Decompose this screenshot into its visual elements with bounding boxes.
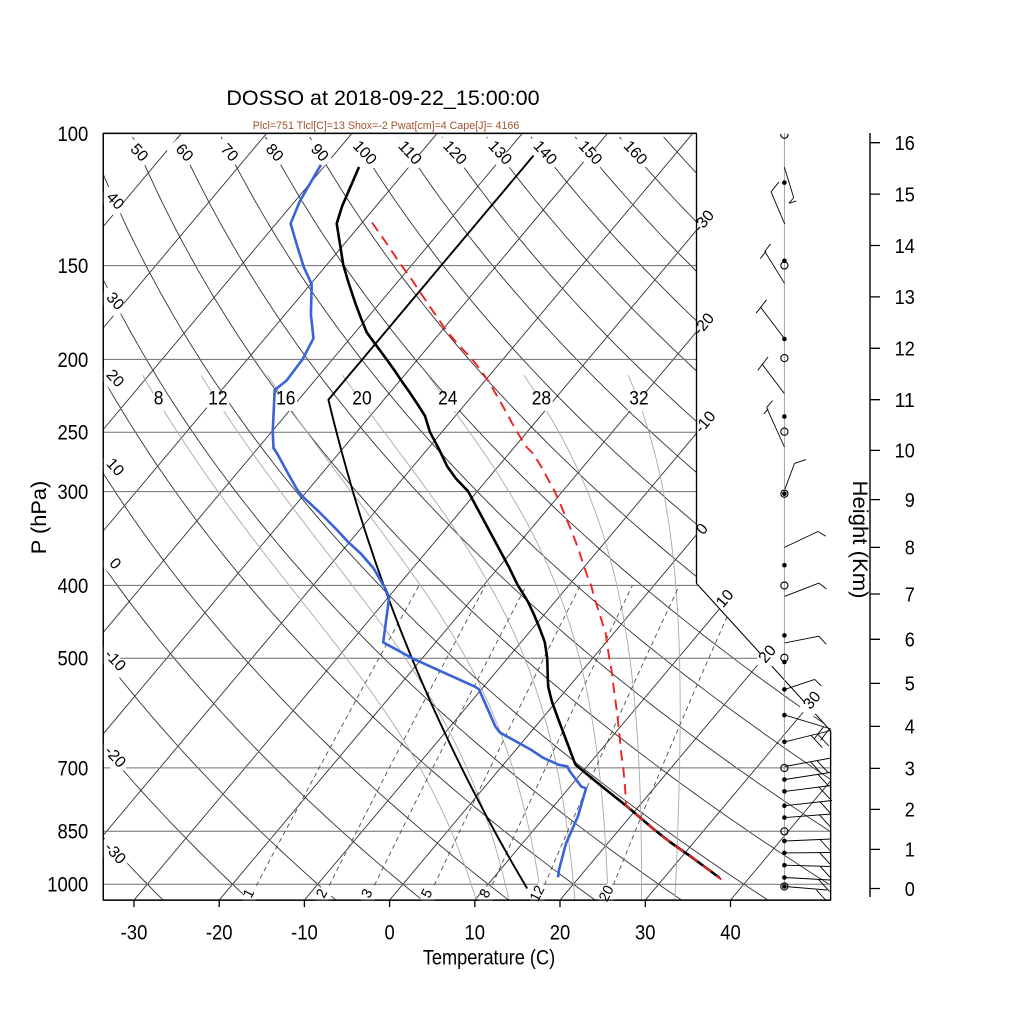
svg-text:1000: 1000 bbox=[47, 874, 88, 897]
svg-text:12: 12 bbox=[527, 883, 548, 904]
svg-text:16: 16 bbox=[276, 388, 295, 409]
svg-text:12: 12 bbox=[208, 388, 227, 409]
svg-text:850: 850 bbox=[58, 821, 89, 844]
svg-text:20: 20 bbox=[352, 388, 371, 409]
svg-text:1: 1 bbox=[905, 839, 915, 862]
svg-text:9: 9 bbox=[905, 489, 915, 512]
svg-text:300: 300 bbox=[58, 481, 89, 504]
svg-text:4: 4 bbox=[905, 716, 915, 739]
svg-text:30: 30 bbox=[635, 922, 656, 945]
svg-text:12: 12 bbox=[895, 338, 915, 361]
svg-text:P (hPa): P (hPa) bbox=[28, 481, 51, 555]
svg-text:6: 6 bbox=[905, 629, 915, 652]
svg-text:10: 10 bbox=[895, 440, 915, 463]
svg-text:Temperature (C): Temperature (C) bbox=[423, 946, 555, 969]
svg-text:250: 250 bbox=[58, 422, 89, 445]
svg-text:-20: -20 bbox=[206, 922, 233, 945]
svg-text:13: 13 bbox=[895, 286, 915, 309]
svg-text:Plcl=751 Tlcl[C]=13 Shox=-2 Pw: Plcl=751 Tlcl[C]=13 Shox=-2 Pwat[cm]=4 C… bbox=[253, 120, 520, 132]
svg-text:0: 0 bbox=[385, 922, 395, 945]
svg-text:200: 200 bbox=[58, 349, 89, 372]
svg-text:16: 16 bbox=[895, 132, 915, 155]
svg-text:7: 7 bbox=[905, 583, 915, 606]
svg-text:14: 14 bbox=[895, 235, 915, 258]
svg-text:5: 5 bbox=[905, 673, 915, 696]
svg-text:15: 15 bbox=[895, 183, 915, 206]
svg-text:DOSSO at 2018-09-22_15:00:00: DOSSO at 2018-09-22_15:00:00 bbox=[226, 86, 539, 110]
svg-text:20: 20 bbox=[550, 922, 571, 945]
svg-text:20: 20 bbox=[596, 883, 617, 904]
svg-text:2: 2 bbox=[905, 799, 915, 822]
svg-text:11: 11 bbox=[895, 389, 915, 412]
svg-text:8: 8 bbox=[154, 388, 164, 409]
svg-text:28: 28 bbox=[532, 388, 551, 409]
svg-text:700: 700 bbox=[58, 757, 89, 780]
svg-text:Height (Km): Height (Km) bbox=[848, 481, 871, 599]
svg-text:100: 100 bbox=[58, 123, 89, 146]
svg-text:-30: -30 bbox=[121, 922, 148, 945]
svg-text:3: 3 bbox=[905, 758, 915, 781]
svg-text:500: 500 bbox=[58, 648, 89, 671]
svg-text:0: 0 bbox=[905, 878, 915, 901]
svg-text:-10: -10 bbox=[291, 922, 318, 945]
svg-text:400: 400 bbox=[58, 575, 89, 598]
svg-text:32: 32 bbox=[629, 388, 648, 409]
svg-text:40: 40 bbox=[720, 922, 741, 945]
svg-text:150: 150 bbox=[58, 255, 89, 278]
svg-text:8: 8 bbox=[905, 537, 915, 560]
svg-text:10: 10 bbox=[465, 922, 486, 945]
svg-text:24: 24 bbox=[438, 388, 458, 409]
